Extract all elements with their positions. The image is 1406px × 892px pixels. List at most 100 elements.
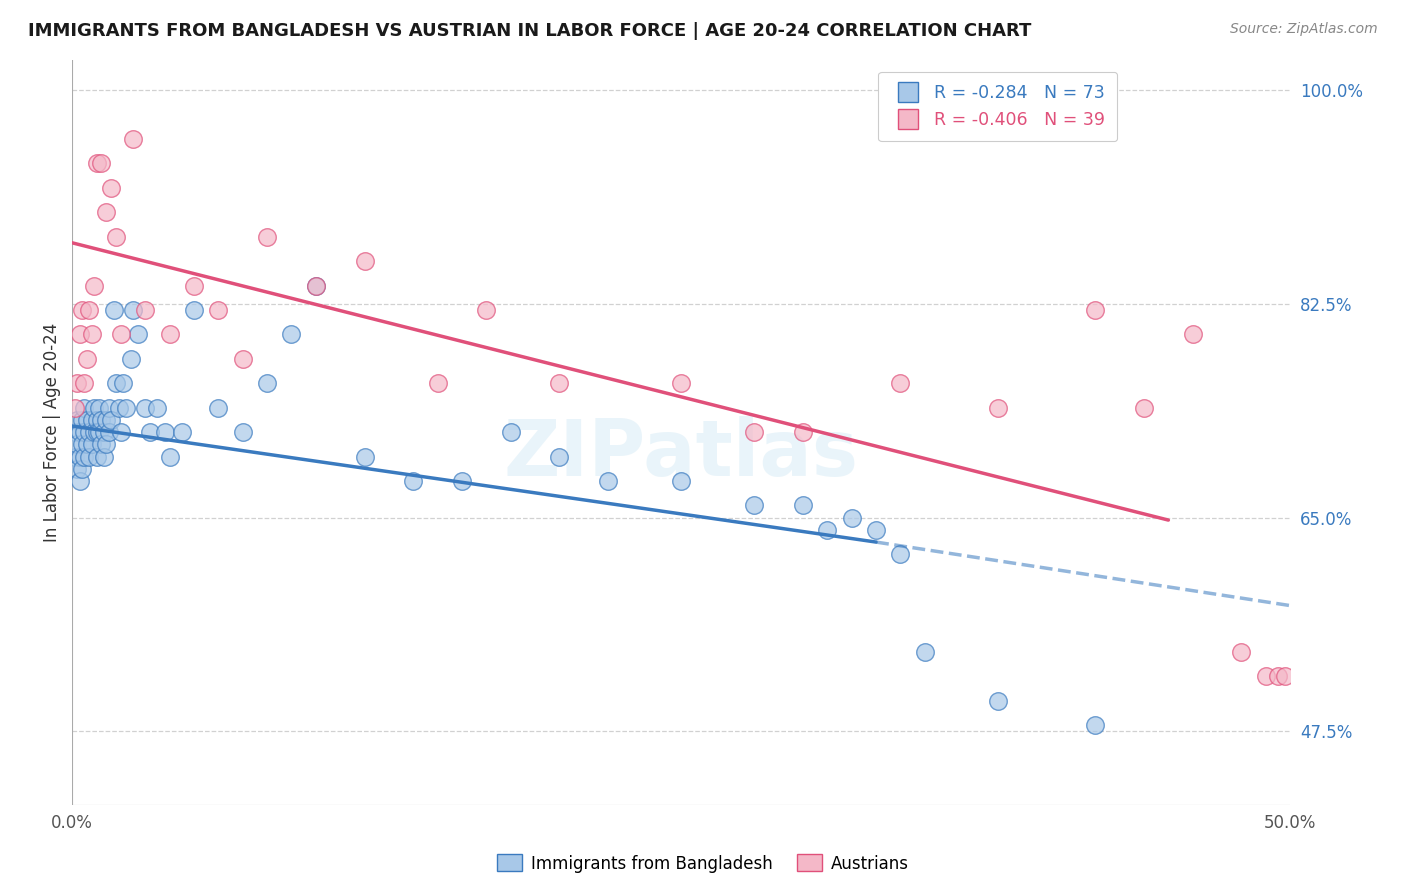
Point	[69, 327, 91, 342]
Point	[815, 523, 838, 537]
Point	[93, 450, 115, 464]
Point	[70, 413, 93, 427]
Point	[669, 376, 692, 391]
Point	[100, 413, 122, 427]
Point	[73, 425, 96, 439]
Point	[792, 499, 814, 513]
Point	[110, 327, 132, 342]
Point	[96, 437, 118, 451]
Point	[87, 425, 110, 439]
Point	[120, 351, 142, 366]
Point	[742, 499, 765, 513]
Y-axis label: In Labor Force | Age 20-24: In Labor Force | Age 20-24	[44, 323, 60, 541]
Point	[1267, 669, 1289, 683]
Point	[669, 474, 692, 488]
Point	[103, 303, 125, 318]
Point	[66, 413, 89, 427]
Point	[139, 425, 162, 439]
Point	[122, 303, 145, 318]
Point	[207, 401, 229, 415]
Point	[127, 327, 149, 342]
Point	[792, 425, 814, 439]
Point	[90, 156, 112, 170]
Point	[70, 437, 93, 451]
Point	[475, 303, 498, 318]
Point	[80, 437, 103, 451]
Point	[70, 462, 93, 476]
Point	[499, 425, 522, 439]
Point	[96, 413, 118, 427]
Point	[63, 425, 86, 439]
Point	[66, 437, 89, 451]
Point	[305, 278, 328, 293]
Point	[87, 401, 110, 415]
Point	[183, 278, 205, 293]
Point	[66, 376, 89, 391]
Point	[1181, 327, 1204, 342]
Point	[97, 401, 120, 415]
Point	[889, 376, 911, 391]
Point	[1084, 303, 1107, 318]
Point	[63, 450, 86, 464]
Point	[548, 376, 571, 391]
Point	[73, 450, 96, 464]
Point	[122, 132, 145, 146]
Point	[159, 327, 181, 342]
Point	[66, 462, 89, 476]
Point	[134, 401, 156, 415]
Point	[114, 401, 136, 415]
Point	[889, 547, 911, 561]
Point	[105, 376, 128, 391]
Point	[232, 425, 254, 439]
Point	[69, 425, 91, 439]
Point	[170, 425, 193, 439]
Point	[987, 694, 1010, 708]
Text: Source: ZipAtlas.com: Source: ZipAtlas.com	[1230, 22, 1378, 37]
Point	[96, 205, 118, 219]
Point	[256, 229, 278, 244]
Point	[76, 351, 98, 366]
Legend: R = -0.284   N = 73, R = -0.406   N = 39: R = -0.284 N = 73, R = -0.406 N = 39	[879, 72, 1116, 141]
Point	[1254, 669, 1277, 683]
Point	[841, 510, 863, 524]
Point	[1274, 669, 1296, 683]
Point	[232, 351, 254, 366]
Point	[83, 278, 105, 293]
Point	[256, 376, 278, 391]
Point	[987, 401, 1010, 415]
Point	[548, 450, 571, 464]
Point	[353, 450, 375, 464]
Point	[353, 254, 375, 268]
Point	[79, 450, 101, 464]
Point	[86, 156, 108, 170]
Point	[86, 413, 108, 427]
Point	[70, 303, 93, 318]
Point	[97, 425, 120, 439]
Point	[86, 450, 108, 464]
Point	[79, 303, 101, 318]
Point	[742, 425, 765, 439]
Point	[1084, 718, 1107, 732]
Point	[183, 303, 205, 318]
Point	[146, 401, 169, 415]
Point	[402, 474, 425, 488]
Point	[80, 327, 103, 342]
Point	[100, 181, 122, 195]
Point	[69, 474, 91, 488]
Point	[90, 413, 112, 427]
Point	[280, 327, 302, 342]
Point	[76, 413, 98, 427]
Point	[598, 474, 620, 488]
Point	[86, 425, 108, 439]
Point	[112, 376, 135, 391]
Point	[865, 523, 887, 537]
Point	[451, 474, 474, 488]
Text: IMMIGRANTS FROM BANGLADESH VS AUSTRIAN IN LABOR FORCE | AGE 20-24 CORRELATION CH: IMMIGRANTS FROM BANGLADESH VS AUSTRIAN I…	[28, 22, 1032, 40]
Point	[83, 425, 105, 439]
Point	[153, 425, 176, 439]
Point	[80, 413, 103, 427]
Point	[110, 425, 132, 439]
Point	[79, 425, 101, 439]
Text: ZIPatlas: ZIPatlas	[503, 417, 859, 492]
Point	[63, 401, 86, 415]
